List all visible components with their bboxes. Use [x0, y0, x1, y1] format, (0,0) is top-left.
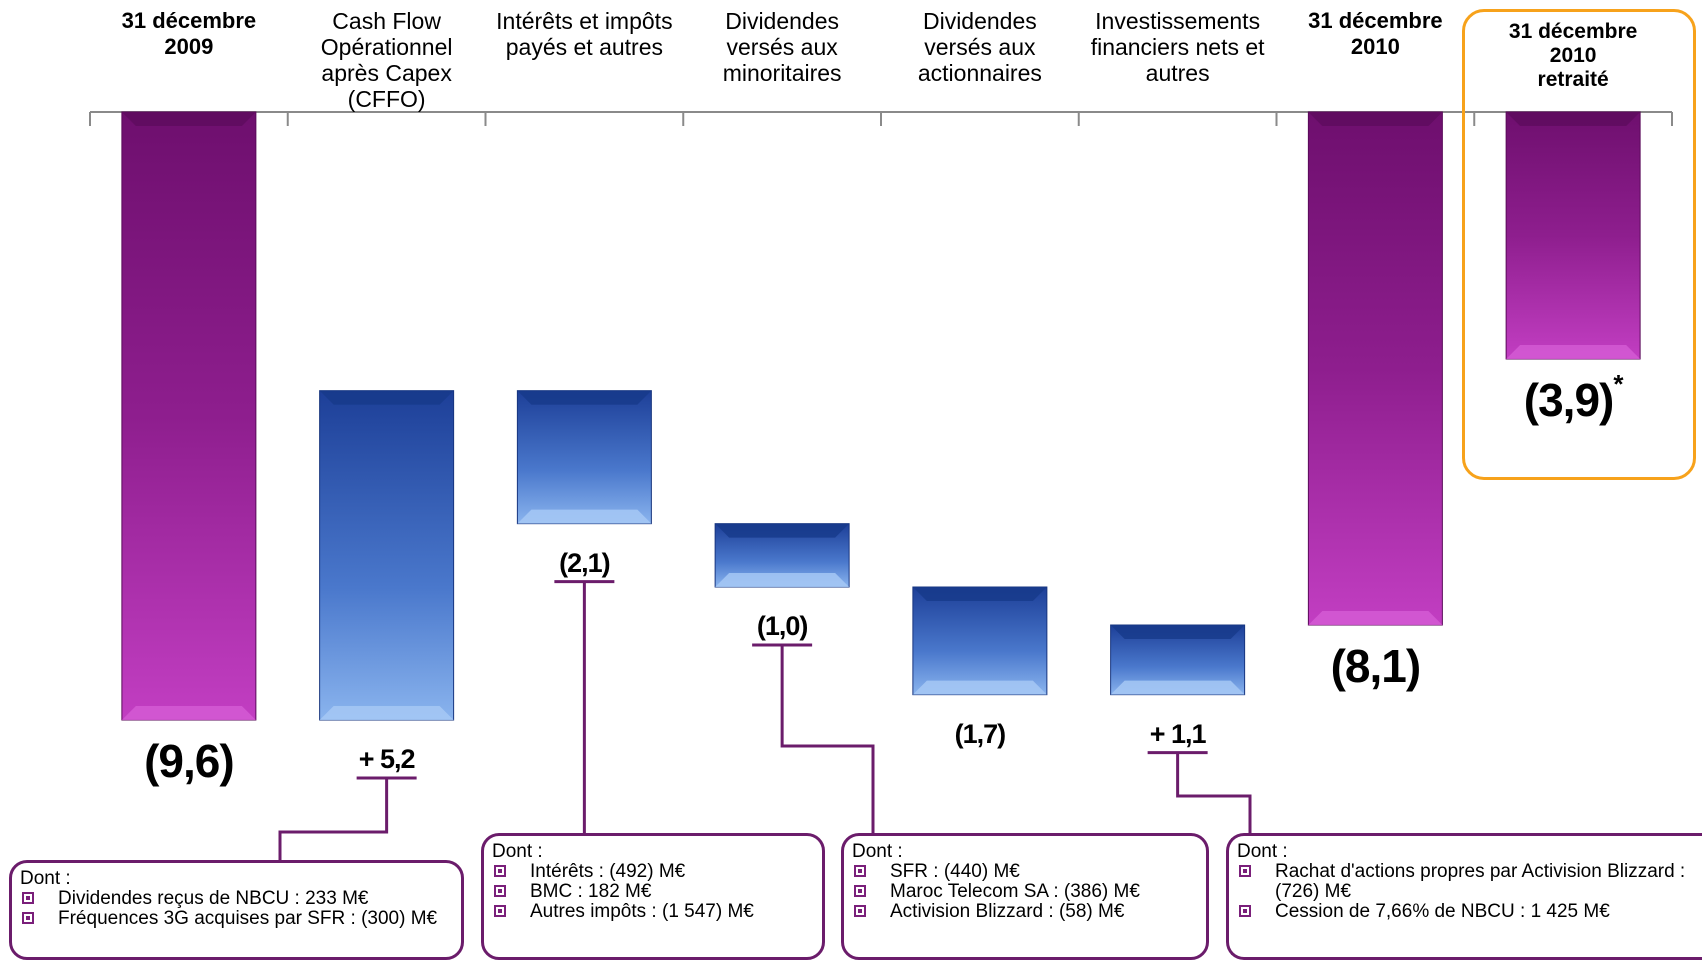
note-item: Fréquences 3G acquises par SFR : (300) M…: [20, 909, 453, 929]
footnote-asterisk: *: [1613, 369, 1623, 399]
x-tick-label: Cash Flow Opérationnel après Capex (CFFO…: [320, 8, 453, 112]
note-head: Dont :: [852, 841, 903, 862]
bar-total: [1505, 111, 1641, 360]
note-minority-dividends: Dont : SFR : (440) M€ Maroc Telecom SA :…: [841, 833, 1209, 960]
note-item: Dividendes reçus de NBCU : 233 M€: [20, 889, 453, 909]
bullet-icon: [494, 865, 506, 877]
note-item: Rachat d'actions propres par Activision …: [1237, 862, 1694, 902]
bullet-icon: [494, 885, 506, 897]
data-label: (9,6): [144, 735, 235, 787]
x-tick-label: Investissements financiers nets et autre…: [1090, 8, 1265, 86]
bullet-icon: [1239, 865, 1251, 877]
note-item: Cession de 7,66% de NBCU : 1 425 M€: [1237, 902, 1694, 922]
bullet-icon: [854, 885, 866, 897]
data-label: (2,1): [559, 547, 611, 578]
bar-delta: [912, 586, 1048, 696]
note-item: Activision Blizzard : (58) M€: [852, 902, 1198, 922]
bullet-icon: [22, 912, 34, 924]
data-label: (1,0): [756, 611, 809, 641]
note-head: Dont :: [492, 841, 543, 862]
note-cffo: Dont : Dividendes reçus de NBCU : 233 M€…: [9, 860, 464, 960]
bar-delta: [714, 523, 850, 588]
note-item: Maroc Telecom SA : (386) M€: [852, 882, 1198, 902]
x-tick-label: Dividendes versés aux actionnaires: [917, 8, 1042, 86]
x-tick-label: Intérêts et impôts payés et autres: [496, 8, 673, 60]
data-label: + 5,2: [358, 744, 416, 774]
data-label: + 1,1: [1149, 718, 1207, 749]
callout-connector: [1176, 752, 1252, 833]
bullet-icon: [494, 905, 506, 917]
bar-total: [121, 111, 257, 721]
note-investments: Dont : Rachat d'actions propres par Acti…: [1226, 833, 1702, 960]
bar-delta: [1110, 624, 1246, 696]
note-head: Dont :: [1237, 841, 1288, 862]
bullet-icon: [1239, 905, 1251, 917]
callout-connector: [780, 645, 875, 833]
note-interest-taxes: Dont : Intérêts : (492) M€ BMC : 182 M€ …: [481, 833, 825, 960]
x-tick-label: 31 décembre 2010 retraité: [1508, 20, 1638, 91]
bar-delta: [319, 390, 455, 721]
bar-delta: [516, 390, 652, 525]
restated-highlight-box: [1462, 9, 1696, 480]
note-item: SFR : (440) M€: [852, 862, 1198, 882]
bullet-icon: [854, 905, 866, 917]
note-item: Autres impôts : (1 547) M€: [492, 902, 814, 922]
bullet-icon: [854, 865, 866, 877]
data-label: (1,7): [954, 718, 1007, 749]
bar-total: [1307, 111, 1443, 626]
note-head: Dont :: [20, 868, 71, 889]
data-label: (8,1): [1330, 640, 1422, 692]
data-label: (3,9)*: [1523, 369, 1624, 426]
bullet-icon: [22, 892, 34, 904]
callout-connector: [278, 778, 389, 860]
x-tick-label: 31 décembre 2010: [1308, 8, 1443, 59]
x-tick-label: 31 décembre 2009: [121, 8, 257, 59]
x-tick-label: Dividendes versés aux minoritaires: [722, 8, 842, 86]
note-item: Intérêts : (492) M€: [492, 862, 814, 882]
note-item: BMC : 182 M€: [492, 882, 814, 902]
